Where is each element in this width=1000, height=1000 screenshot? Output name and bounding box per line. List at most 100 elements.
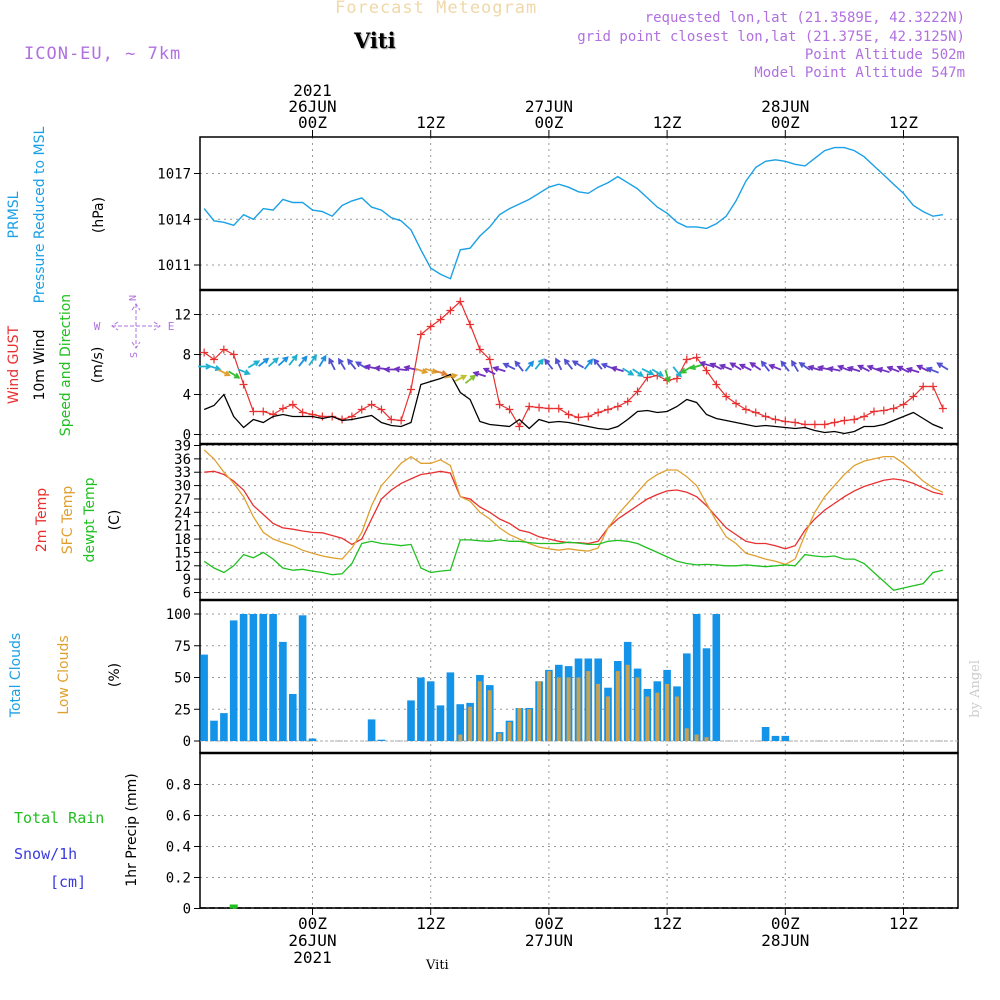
temperature-ytick-label: 30: [174, 479, 191, 495]
gust-marker: [367, 400, 376, 409]
gust-marker: [732, 399, 741, 408]
wind-direction-arrow: [218, 368, 231, 377]
low-cloud-bar: [615, 671, 620, 741]
total-cloud-bar: [259, 614, 267, 741]
precip-legend-snow: Snow/1h: [14, 845, 77, 863]
wind-direction-arrow: [846, 365, 861, 373]
temperature-ytick-label: 18: [174, 532, 191, 548]
gust-marker: [407, 385, 415, 394]
gust-marker: [692, 353, 701, 362]
wind-direction-arrow: [544, 358, 554, 370]
gust-marker: [416, 330, 425, 339]
compass-north: N: [128, 295, 139, 301]
gust-marker: [229, 350, 238, 359]
temperature-frame: [199, 443, 959, 601]
wind-direction-arrow: [826, 365, 841, 373]
low-cloud-bar: [507, 722, 512, 741]
compass-south: S: [129, 352, 140, 358]
wind-direction-arrow: [622, 367, 635, 376]
gust-marker: [909, 392, 918, 401]
precip-ytick-label: 0: [183, 902, 191, 918]
wind-axis-label: (m/s): [90, 347, 106, 384]
gust-marker: [623, 397, 632, 406]
wind-direction-arrow: [228, 370, 241, 379]
temperature-ytick-label: 36: [174, 452, 191, 468]
temperature-ytick-label: 33: [174, 465, 191, 481]
wind-ytick-label: 12: [174, 308, 191, 324]
wind-direction-arrow: [298, 355, 308, 367]
precip-ytick-label: 0.2: [166, 871, 191, 887]
wind-direction-arrow: [632, 368, 645, 377]
gust-marker: [702, 366, 711, 375]
wind-speed-line: [203, 373, 944, 435]
temperature-ytick-label: 24: [174, 505, 191, 521]
clouds-ytick-label: 0: [183, 734, 191, 750]
wind-direction-arrow: [689, 363, 703, 371]
bottom-time-label: 12Z: [653, 914, 682, 933]
gust-marker: [633, 387, 642, 396]
wind-direction-arrow: [672, 366, 682, 378]
total-cloud-bar: [702, 648, 711, 741]
temperature-ytick-label: 39: [174, 439, 191, 455]
gust-marker: [929, 382, 938, 391]
bottom-time-label: 00Z: [298, 914, 327, 933]
wind-direction-arrow: [729, 362, 742, 371]
total-cloud-bar: [308, 738, 317, 741]
total-cloud-bar: [367, 719, 376, 741]
total-cloud-bar: [456, 704, 464, 741]
wind-direction-arrow: [936, 362, 949, 371]
bottom-time-label: 12Z: [416, 914, 445, 933]
bottom-time-label: 28JUN: [761, 931, 809, 950]
gust-marker: [269, 410, 278, 419]
clouds-ytick-label: 25: [174, 702, 191, 718]
gust-marker: [564, 410, 573, 419]
total-cloud-bar: [249, 614, 258, 741]
total-cloud-bar: [289, 694, 297, 741]
wind-direction-arrow: [651, 368, 665, 377]
wind-direction-arrow: [768, 363, 782, 371]
meteogram-title: Forecast Meteogram: [335, 0, 538, 18]
top-time-label: 28JUN: [761, 97, 809, 116]
low-cloud-bar: [655, 692, 660, 741]
low-cloud-bar: [675, 696, 679, 741]
precip-frame: [199, 752, 959, 909]
model-label: ICON-EU, ~ 7km: [24, 44, 182, 64]
wind-direction-arrow: [583, 358, 594, 370]
pressure-frame: [199, 136, 959, 291]
total-cloud-bar: [220, 713, 228, 741]
wind-direction-arrow: [482, 367, 496, 376]
gust-marker: [210, 355, 218, 364]
wind-direction-arrow: [718, 363, 733, 371]
gust-marker: [682, 355, 691, 364]
top-time-label: 12Z: [416, 113, 445, 132]
low-cloud-bar: [665, 683, 670, 741]
low-cloud-bar: [458, 734, 463, 741]
wind-direction-arrow: [664, 369, 671, 383]
gust-marker: [308, 410, 317, 419]
wind-direction-arrow: [338, 357, 346, 371]
total-cloud-bar: [200, 654, 208, 741]
wind-direction-arrow: [534, 358, 544, 370]
low-cloud-bar: [546, 671, 551, 741]
gust-marker: [761, 412, 770, 421]
top-time-label: 27JUN: [525, 97, 573, 116]
requested-coordinates: requested lon,lat (21.3589E, 42.3222N): [644, 10, 965, 26]
low-cloud-bar: [556, 677, 561, 741]
low-cloud-bar: [468, 706, 473, 741]
gust-marker: [357, 405, 366, 414]
gust-marker: [791, 418, 800, 427]
wind-direction-arrow: [354, 361, 368, 370]
low-cloud-bar: [704, 737, 709, 741]
pressure-panel: 1011 1014 1017: [157, 136, 959, 291]
gust-marker: [475, 345, 484, 354]
wind-direction-arrow: [454, 374, 468, 383]
gust-marker: [938, 404, 947, 413]
wind-direction-arrow: [916, 364, 930, 373]
wind-direction-arrow: [268, 357, 280, 368]
pressure-axis-label: PRMSL: [6, 191, 22, 238]
total-cloud-bar: [298, 615, 307, 741]
total-cloud-bar: [436, 705, 445, 741]
wind-direction-arrow: [472, 370, 486, 378]
